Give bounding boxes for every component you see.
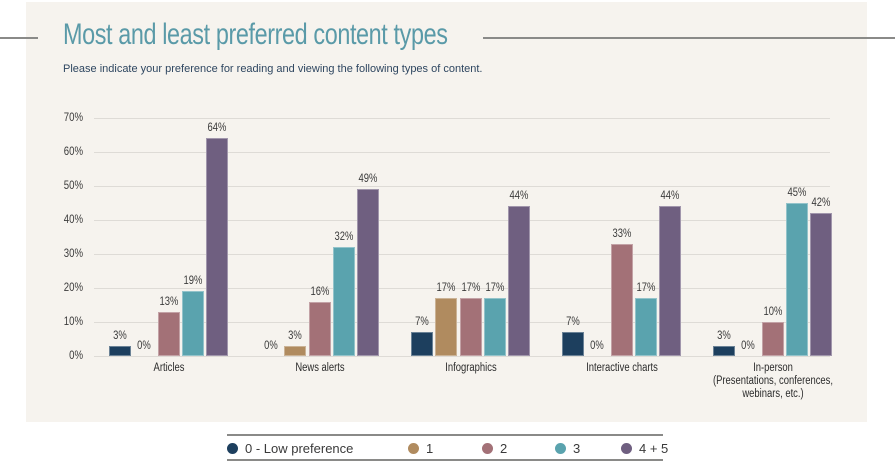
legend: 0 - Low preference 1 2 3 4 + 5 (227, 434, 668, 461)
value-label: 44% (509, 190, 529, 203)
legend-label: 3 (573, 441, 581, 456)
value-label: 44% (660, 190, 680, 203)
legend-item: 0 - Low preference (227, 441, 353, 456)
y-tick-label: 30% (63, 246, 83, 260)
value-label: 17% (436, 282, 456, 295)
value-label: 0% (137, 340, 152, 352)
value-label: 0% (264, 340, 278, 352)
value-label: 17% (461, 282, 481, 295)
bar (411, 332, 433, 356)
bar (459, 298, 482, 356)
value-label: 3% (717, 329, 731, 342)
y-tick-label: 40% (63, 212, 83, 226)
gridline (94, 152, 830, 153)
x-axis-baseline (94, 356, 830, 357)
category-label: Interactive charts (585, 362, 658, 374)
legend-label: 0 - Low preference (245, 441, 354, 456)
category-label: News alerts (294, 362, 345, 374)
legend-label: 1 (426, 441, 434, 456)
category-label: Infographics (444, 362, 497, 374)
value-label: 17% (485, 282, 505, 295)
legend-label: 4 + 5 (639, 441, 669, 456)
bar (810, 213, 833, 356)
legend-label: 2 (500, 441, 508, 456)
value-label: 42% (811, 197, 831, 210)
bar (332, 247, 355, 356)
bar (659, 206, 682, 356)
bar (109, 345, 131, 356)
gridline (94, 288, 830, 289)
value-label: 33% (612, 227, 632, 240)
value-label: 13% (159, 295, 179, 308)
legend-item: 2 (482, 441, 507, 456)
bar (435, 298, 458, 356)
value-label: 17% (636, 282, 656, 295)
gridline (94, 220, 830, 221)
bar (562, 332, 584, 356)
value-label: 0% (590, 340, 605, 352)
bar (508, 206, 531, 356)
gridline (94, 254, 830, 255)
bar (308, 301, 331, 356)
chart-title: Most and least preferred content types (63, 18, 448, 51)
bar (761, 322, 784, 356)
value-label: 3% (288, 329, 303, 342)
value-label: 10% (763, 306, 783, 318)
value-label: 16% (310, 285, 330, 298)
legend-dot-icon (555, 443, 566, 454)
value-label: 32% (334, 231, 354, 244)
value-label: 64% (207, 122, 227, 135)
chart-subtitle: Please indicate your preference for read… (63, 63, 483, 75)
gridline (94, 118, 830, 119)
y-tick-label: 0% (69, 348, 83, 362)
category-label: Articles (153, 362, 185, 374)
value-label: 19% (183, 275, 203, 288)
bar (634, 298, 657, 356)
y-tick-label: 60% (63, 144, 83, 158)
legend-dot-icon (482, 443, 493, 454)
value-label: 45% (787, 187, 807, 199)
y-tick-label: 20% (63, 280, 83, 294)
bar (284, 345, 307, 356)
title-rule-left (0, 37, 38, 39)
bar (610, 243, 633, 356)
category-label: (Presentations, conferences, (712, 375, 833, 387)
value-label: 7% (415, 316, 429, 329)
legend-item: 3 (555, 441, 580, 456)
legend-item: 1 (408, 441, 433, 456)
bar (483, 298, 506, 356)
legend-dot-icon (227, 443, 238, 454)
legend-item: 4 + 5 (621, 441, 668, 456)
category-label: In-person (752, 362, 793, 374)
legend-dot-icon (408, 443, 419, 454)
bar (206, 138, 229, 356)
gridline (94, 186, 830, 187)
value-label: 49% (358, 173, 378, 186)
y-tick-label: 50% (63, 178, 83, 192)
title-rule-right (483, 37, 895, 39)
y-tick-label: 10% (63, 314, 83, 328)
value-label: 3% (113, 329, 127, 342)
bar (181, 291, 204, 356)
bar (713, 345, 735, 356)
category-label: webinars, etc.) (741, 388, 804, 400)
legend-dot-icon (621, 443, 632, 454)
bar (785, 203, 808, 356)
value-label: 0% (741, 340, 756, 352)
bar (357, 189, 380, 356)
value-label: 7% (566, 316, 580, 329)
bar (157, 311, 180, 356)
y-tick-label: 70% (63, 110, 83, 124)
